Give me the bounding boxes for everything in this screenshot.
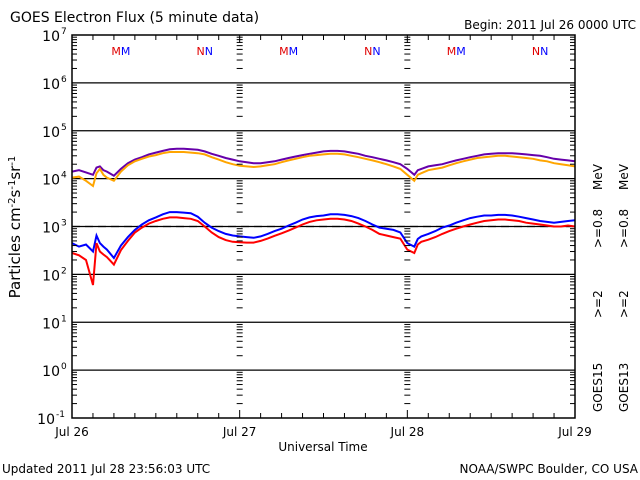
marker-m: MM: [279, 45, 298, 58]
series-goes15-2-mev: [71, 211, 576, 260]
y-tick-base: 10: [42, 29, 60, 45]
marker-m: MM: [111, 45, 130, 58]
y-tick-base: 10: [42, 316, 60, 332]
x-axis-label: Universal Time: [278, 440, 367, 454]
x-tick-label: Jul 28: [390, 425, 425, 439]
y-tick-exponent: -1: [56, 410, 65, 420]
ylabel-base: Particles cm: [6, 207, 24, 298]
y-tick-base: 10: [42, 364, 60, 380]
y-tick-exponent: 5: [61, 123, 67, 133]
legend-goes15-unit: MeV: [591, 163, 605, 190]
legend-goes13-unit: MeV: [617, 163, 631, 190]
marker-label-goes13: M: [279, 45, 289, 58]
legend-goes13-08mev: >=0.8: [617, 209, 631, 248]
legend-goes13-satellite: GOES13: [617, 363, 631, 412]
marker-label-goes15: M: [456, 45, 466, 58]
y-tick-base: 10: [42, 125, 60, 141]
updated-timestamp: Updated 2011 Jul 28 23:56:03 UTC: [2, 462, 210, 476]
y-tick-base: 10: [42, 77, 60, 93]
y-tick-exponent: 7: [61, 27, 67, 37]
legend-goes15-satellite: GOES15: [591, 363, 605, 412]
marker-n: NN: [197, 45, 213, 58]
y-tick-exponent: 2: [61, 266, 67, 276]
plot-frame: [71, 34, 576, 419]
marker-label-goes15: N: [372, 45, 380, 58]
marker-label-goes13: M: [447, 45, 457, 58]
legend-goes15: GOES15 >=2 >=0.8 MeV: [591, 163, 605, 412]
chart-title: GOES Electron Flux (5 minute data): [10, 10, 259, 26]
series-goes15-0-8-mev: [71, 147, 576, 177]
marker-label-goes15: N: [540, 45, 548, 58]
marker-label-goes15: M: [121, 45, 130, 58]
marker-label-goes13: M: [111, 45, 121, 58]
marker-label-goes13: N: [532, 45, 540, 58]
y-tick-exponent: 3: [61, 219, 67, 229]
marker-label-goes13: N: [364, 45, 372, 58]
ylabel-exp2: -1: [7, 180, 18, 190]
ylabel-exp3: -1: [7, 156, 18, 166]
credit-text: NOAA/SWPC Boulder, CO USA: [460, 462, 639, 476]
legend-goes13: GOES13 >=2 >=0.8 MeV: [617, 163, 631, 412]
ylabel-mid2: sr: [6, 165, 24, 180]
legend-goes15-08mev: >=0.8: [591, 209, 605, 248]
marker-label-goes15: N: [205, 45, 213, 58]
y-axis-label: Particles cm-2s-1sr-1: [6, 156, 24, 299]
marker-n: NN: [364, 45, 380, 58]
y-tick-base: 10: [37, 412, 55, 428]
x-tick-label: Jul 26: [54, 425, 89, 439]
legend-goes15-2mev: >=2: [591, 290, 605, 318]
marker-label-goes15: M: [289, 45, 299, 58]
y-tick-base: 10: [42, 173, 60, 189]
ylabel-exp1: -2: [7, 197, 18, 207]
series-goes13-0-8-mev: [71, 151, 576, 188]
marker-n: NN: [532, 45, 548, 58]
marker-layer: MM NN MM NN MM NN: [111, 45, 548, 58]
legend-goes13-2mev: >=2: [617, 290, 631, 318]
y-tick-base: 10: [42, 221, 60, 237]
y-tick-exponent: 0: [61, 362, 67, 372]
y-tick-exponent: 4: [61, 171, 67, 181]
series-layer: [71, 147, 576, 286]
y-tick-exponent: 6: [61, 75, 67, 85]
marker-m: MM: [447, 45, 466, 58]
grid-layer: [72, 82, 575, 371]
legend: GOES15 >=2 >=0.8 MeV GOES13 >=2 >=0.8 Me…: [591, 163, 631, 412]
y-tick-base: 10: [42, 268, 60, 284]
ylabel-mid1: s: [6, 189, 24, 197]
x-tick-label: Jul 29: [557, 425, 592, 439]
series-goes13-2-mev: [71, 216, 576, 286]
begin-label: Begin: 2011 Jul 26 0000 UTC: [464, 18, 636, 32]
marker-label-goes13: N: [197, 45, 205, 58]
y-axis-label-text: Particles cm-2s-1sr-1: [6, 156, 24, 299]
x-tick-label: Jul 27: [222, 425, 257, 439]
y-tick-exponent: 1: [61, 314, 67, 324]
